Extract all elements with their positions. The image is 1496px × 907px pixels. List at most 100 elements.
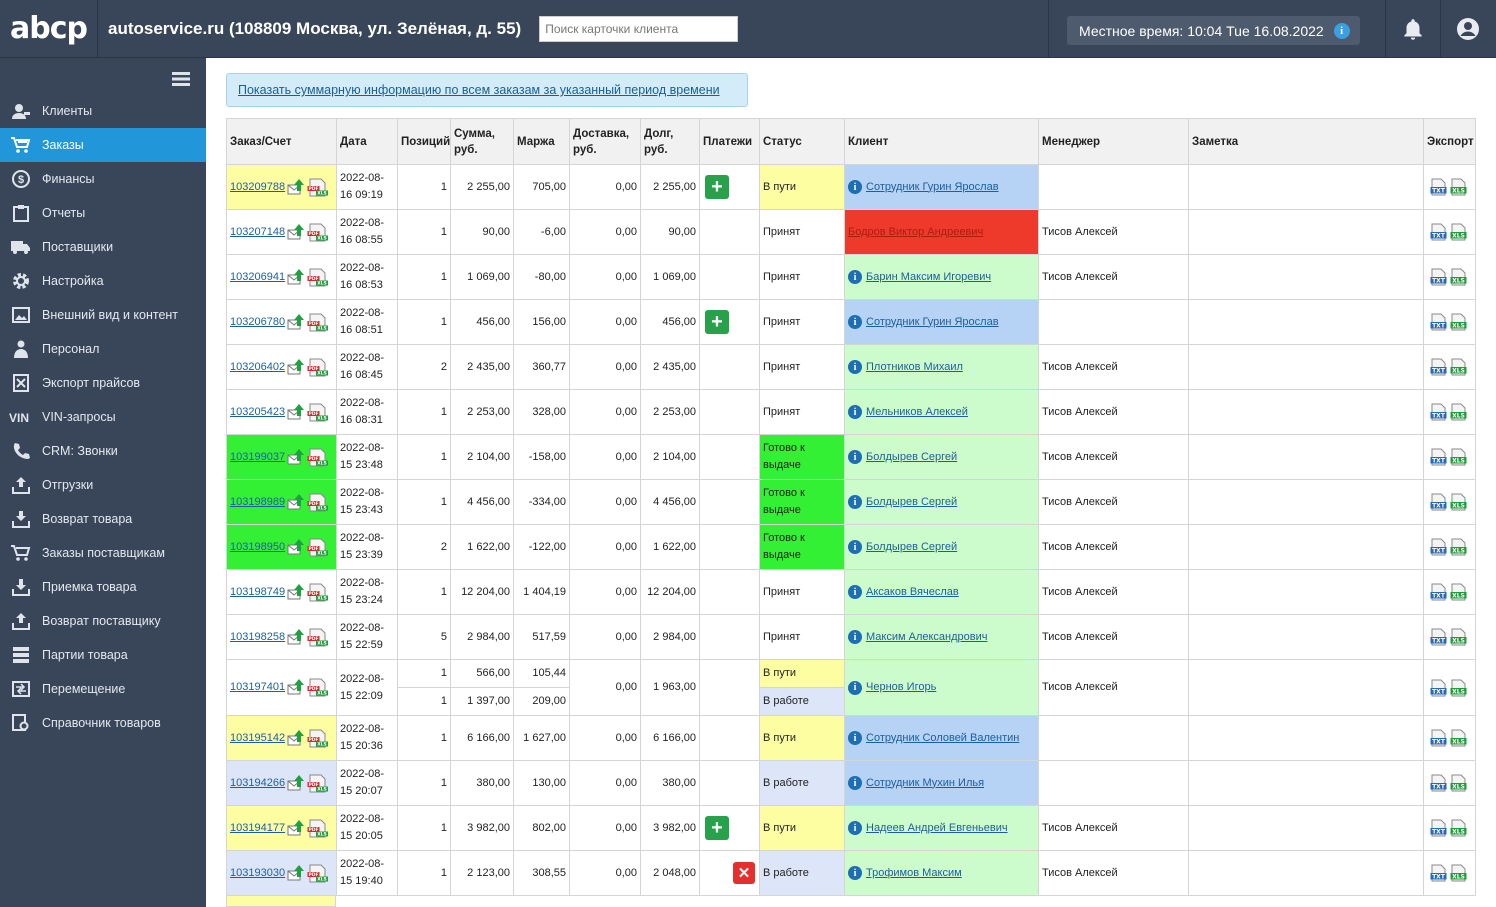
txt-icon[interactable]: TXT [1430, 313, 1447, 331]
note-cell[interactable] [1188, 389, 1424, 435]
sidebar-item[interactable]: Партии товара [0, 638, 206, 672]
client-link[interactable]: Плотников Михаил [866, 360, 963, 373]
note-cell[interactable] [1188, 614, 1424, 660]
note-cell[interactable] [1188, 715, 1424, 761]
note-cell[interactable] [1188, 479, 1424, 525]
order-link[interactable]: 103206780 [230, 315, 286, 328]
client-info-icon[interactable]: i [848, 180, 862, 194]
pdf-xls-icon[interactable]: PDF XLS [307, 774, 329, 793]
xls-icon[interactable]: XLS [1450, 628, 1467, 646]
sidebar-item[interactable]: Экспорт прайсов [0, 366, 206, 400]
txt-icon[interactable]: TXT [1430, 403, 1447, 421]
col-margin[interactable]: Маржа [513, 118, 570, 165]
client-link[interactable]: Болдырев Сергей [866, 495, 958, 508]
txt-icon[interactable]: TXT [1430, 448, 1447, 466]
client-search-input[interactable] [539, 15, 739, 42]
add-payment-button[interactable]: + [705, 310, 729, 334]
client-link[interactable]: Максим Александрович [866, 630, 988, 643]
order-link[interactable]: 103193030 [230, 866, 286, 879]
note-cell[interactable] [1188, 805, 1424, 851]
note-cell[interactable] [1188, 850, 1424, 896]
send-email-icon[interactable] [287, 538, 305, 556]
client-link[interactable]: Надеев Андрей Евгеньевич [866, 821, 1008, 834]
xls-icon[interactable]: XLS [1450, 864, 1467, 882]
client-info-icon[interactable]: i [848, 495, 862, 509]
pdf-xls-icon[interactable]: PDF XLS [307, 403, 329, 422]
xls-icon[interactable]: XLS [1450, 403, 1467, 421]
hamburger-menu-icon[interactable] [172, 72, 190, 89]
add-payment-button[interactable]: + [705, 816, 729, 840]
sidebar-item[interactable]: Возврат поставщику [0, 604, 206, 638]
send-email-icon[interactable] [287, 679, 305, 696]
xls-icon[interactable]: XLS [1450, 358, 1467, 376]
col-client[interactable]: Клиент [844, 118, 1039, 165]
order-link[interactable]: 103206402 [230, 360, 286, 373]
pdf-xls-icon[interactable]: PDF XLS [307, 493, 329, 512]
send-email-icon[interactable] [287, 268, 305, 286]
order-link[interactable]: 103199037 [230, 450, 286, 463]
send-email-icon[interactable] [287, 178, 305, 196]
send-email-icon[interactable] [287, 223, 305, 241]
order-link[interactable]: 103194266 [230, 776, 286, 789]
client-info-icon[interactable]: i [848, 630, 862, 644]
order-link[interactable]: 103197401 [230, 681, 286, 693]
xls-icon[interactable]: XLS [1450, 268, 1467, 286]
txt-icon[interactable]: TXT [1430, 178, 1447, 196]
bell-icon[interactable] [1400, 17, 1426, 46]
xls-icon[interactable]: XLS [1450, 729, 1467, 747]
col-manager[interactable]: Менеджер [1038, 118, 1189, 165]
order-link[interactable]: 103195142 [230, 731, 286, 744]
order-link[interactable]: 103194177 [230, 821, 286, 834]
col-positions[interactable]: Позиций [397, 118, 451, 165]
client-link[interactable]: Чернов Игорь [866, 681, 937, 693]
col-debt[interactable]: Долг, руб. [640, 118, 700, 165]
client-info-icon[interactable]: i [848, 585, 862, 599]
sidebar-item[interactable]: $ Финансы [0, 162, 206, 196]
send-email-icon[interactable] [287, 358, 305, 376]
client-link[interactable]: Сотрудник Мухин Илья [866, 776, 985, 789]
logo[interactable]: abcp [0, 0, 98, 58]
send-email-icon[interactable] [287, 628, 305, 646]
send-email-icon[interactable] [287, 448, 305, 466]
send-email-icon[interactable] [287, 493, 305, 511]
col-status[interactable]: Статус [759, 118, 845, 165]
sidebar-item[interactable]: Клиенты [0, 94, 206, 128]
sidebar-item[interactable]: Возврат товара [0, 502, 206, 536]
xls-icon[interactable]: XLS [1450, 679, 1467, 697]
client-info-icon[interactable]: i [848, 680, 862, 695]
sidebar-item[interactable]: Отчеты [0, 196, 206, 230]
pdf-xls-icon[interactable]: PDF XLS [307, 819, 329, 838]
pdf-xls-icon[interactable]: PDF XLS [307, 628, 329, 647]
xls-icon[interactable]: XLS [1450, 223, 1467, 241]
note-cell[interactable] [1188, 164, 1424, 210]
client-info-icon[interactable]: i [848, 360, 862, 374]
client-info-icon[interactable]: i [848, 270, 862, 284]
order-link[interactable]: 103205423 [230, 405, 286, 418]
col-date[interactable]: Дата [336, 118, 398, 165]
client-info-icon[interactable]: i [848, 866, 862, 880]
client-info-icon[interactable]: i [848, 540, 862, 554]
order-link[interactable]: 103206941 [230, 270, 286, 283]
note-cell[interactable] [1188, 659, 1424, 716]
xls-icon[interactable]: XLS [1450, 819, 1467, 837]
col-order[interactable]: Заказ/Счет [226, 118, 337, 165]
xls-icon[interactable]: XLS [1450, 178, 1467, 196]
client-link[interactable]: Трофимов Максим [866, 866, 962, 879]
add-payment-button[interactable]: + [705, 175, 729, 199]
sidebar-item[interactable]: VIN VIN-запросы [0, 400, 206, 434]
send-email-icon[interactable] [287, 819, 305, 837]
xls-icon[interactable]: XLS [1450, 448, 1467, 466]
pdf-xls-icon[interactable]: PDF XLS [307, 729, 329, 748]
sidebar-item[interactable]: Справочник товаров [0, 706, 206, 740]
note-cell[interactable] [1188, 760, 1424, 806]
user-account-icon[interactable] [1456, 17, 1480, 44]
client-info-icon[interactable]: i [848, 450, 862, 464]
sidebar-item[interactable]: Поставщики [0, 230, 206, 264]
send-email-icon[interactable] [287, 864, 305, 882]
sidebar-item[interactable]: Отгрузки [0, 468, 206, 502]
xls-icon[interactable]: XLS [1450, 313, 1467, 331]
client-link[interactable]: Аксаков Вячеслав [866, 585, 959, 598]
note-cell[interactable] [1188, 209, 1424, 255]
xls-icon[interactable]: XLS [1450, 583, 1467, 601]
order-link[interactable]: 103198950 [230, 540, 286, 553]
